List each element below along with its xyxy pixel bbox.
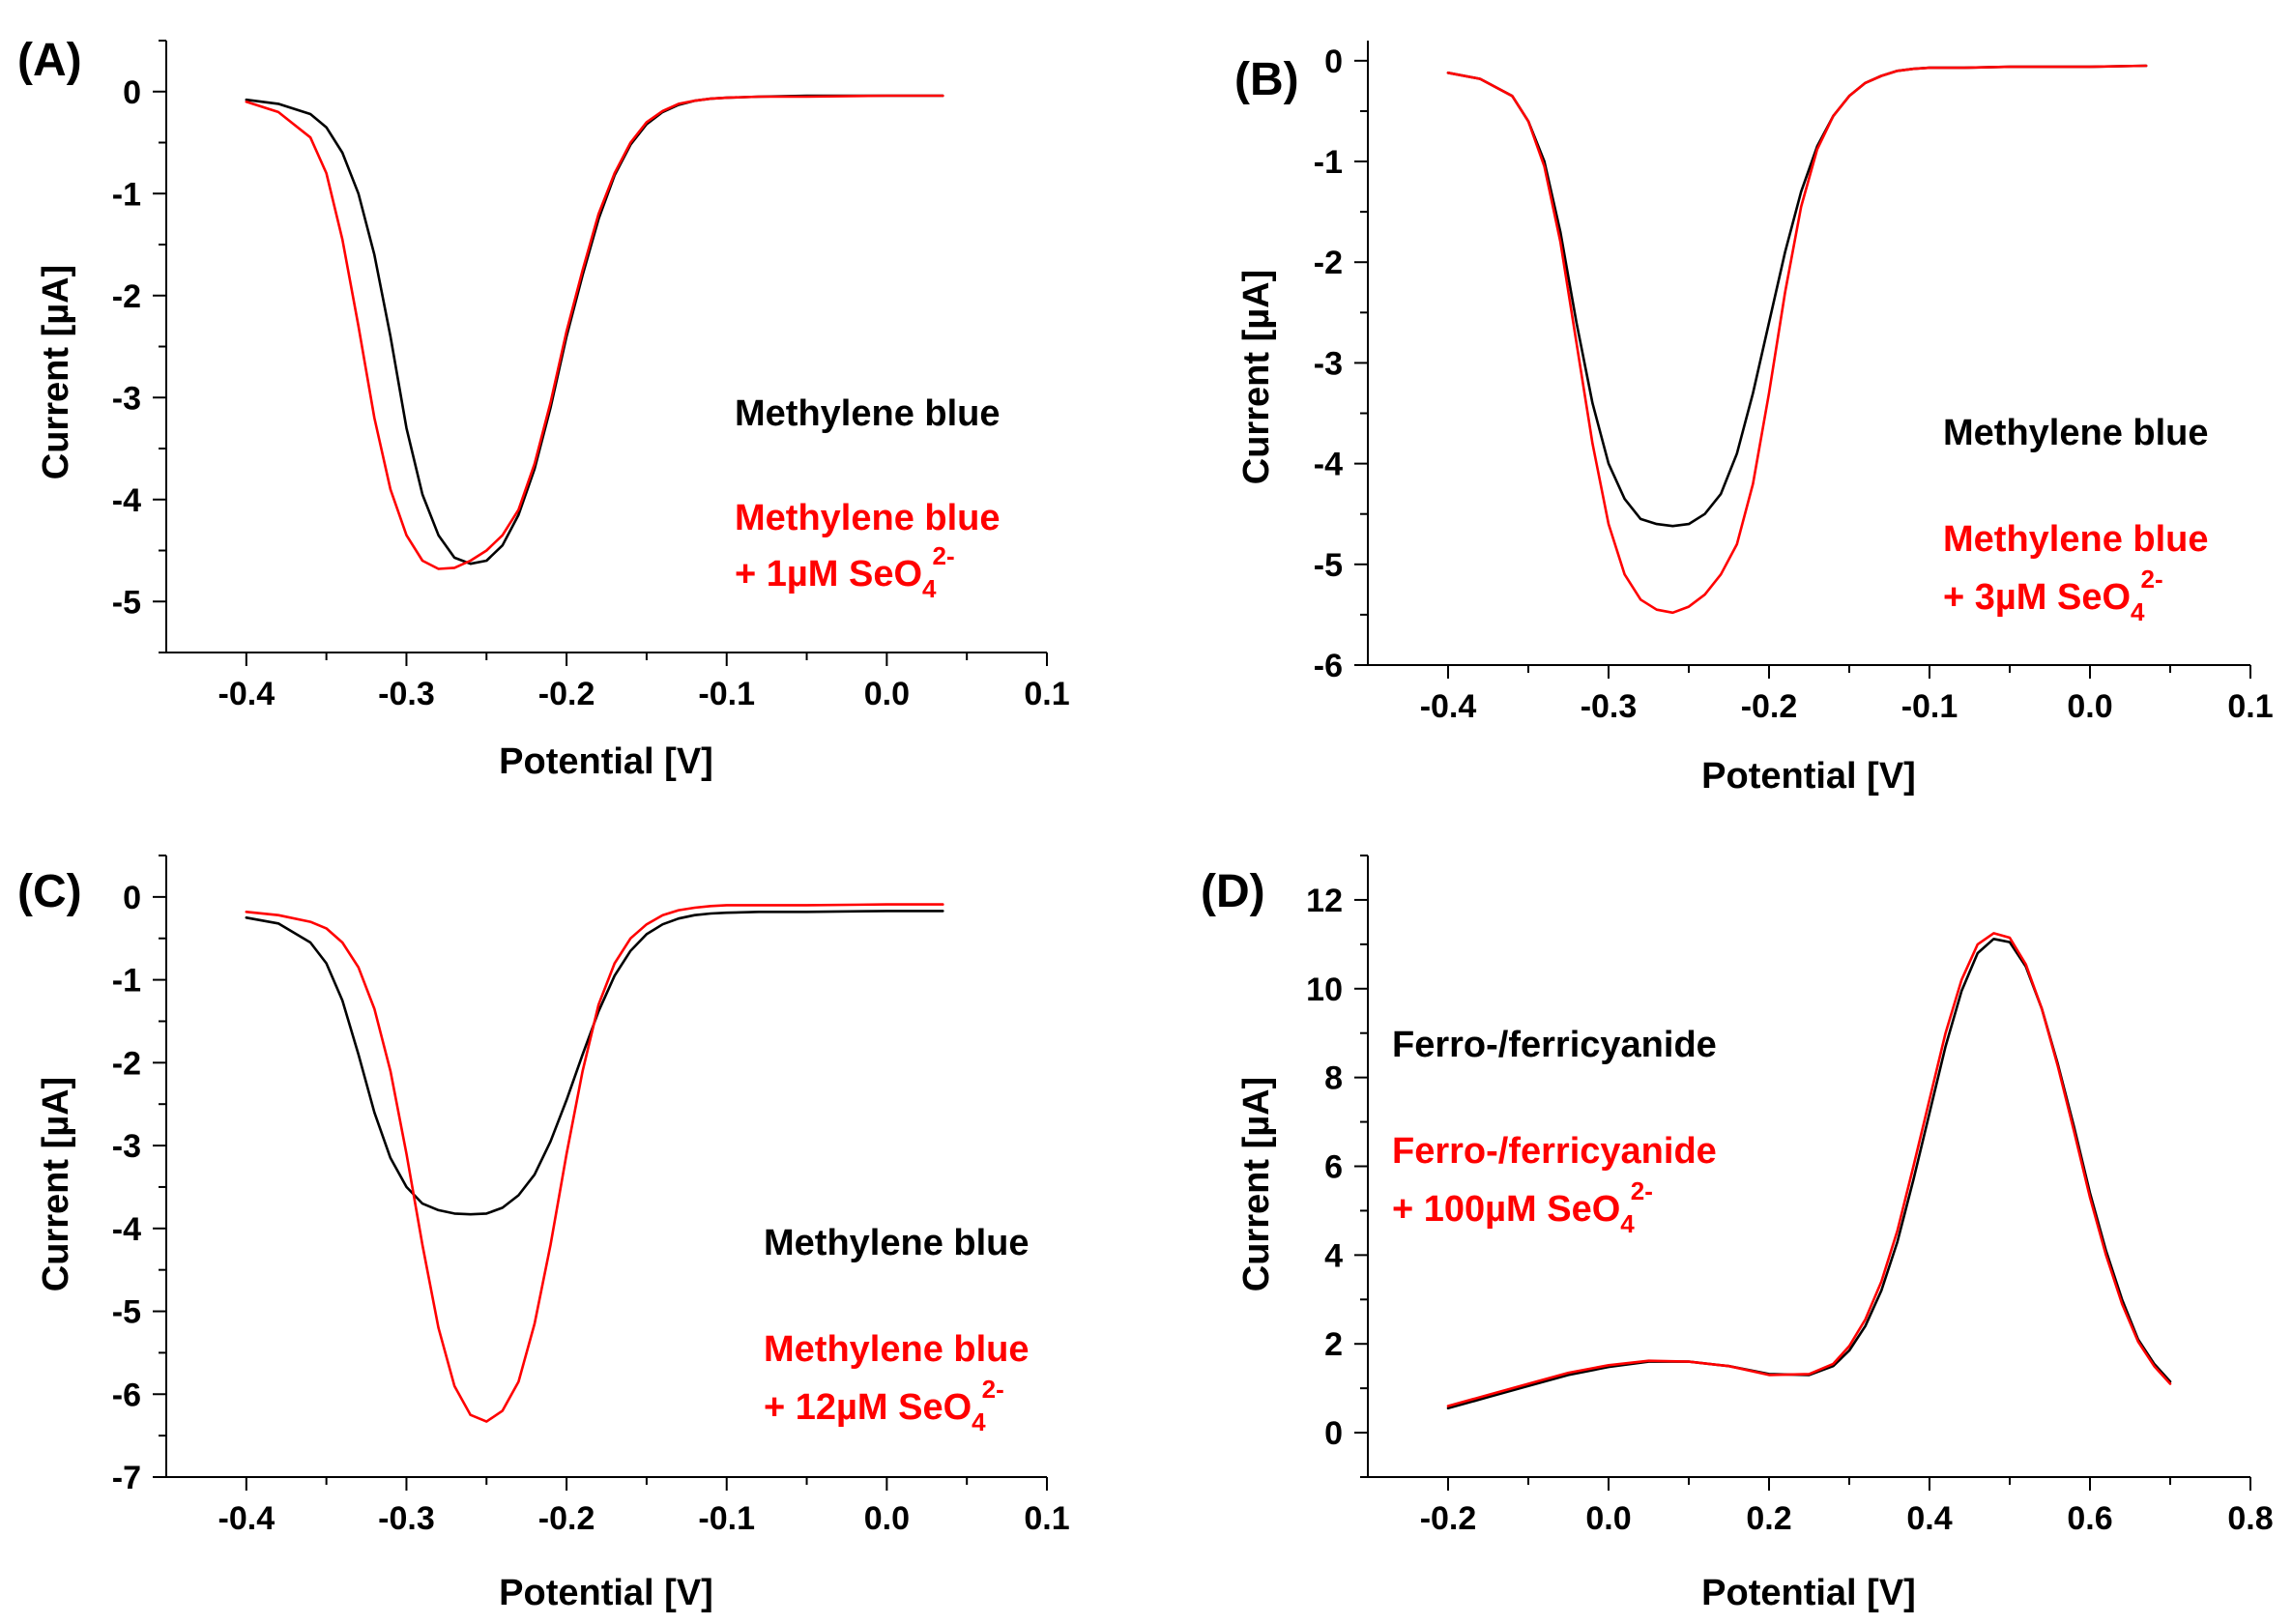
y-tick-label: -1	[1314, 144, 1343, 181]
y-tick-label: -6	[1314, 648, 1343, 684]
y-tick-label: -3	[112, 380, 141, 417]
y-tick-label: 2	[1324, 1326, 1343, 1363]
annotation-text: Ferro-/ferricyanide	[1392, 1131, 1717, 1172]
y-axis-label: Current [µA]	[1236, 1077, 1277, 1291]
panel-label: (D)	[1201, 866, 1265, 917]
y-tick-label: 0	[1324, 44, 1343, 80]
y-tick-label: -4	[112, 1211, 141, 1248]
x-axis-label: Potential [V]	[1701, 756, 1916, 797]
panel-label: (A)	[17, 35, 82, 86]
y-axis-label: Current [µA]	[1236, 270, 1277, 484]
y-tick-label: -2	[1314, 245, 1343, 281]
chart-panel-b: -0.4 -0.3 -0.2 -0.1 0.0 0.1 0 -1 -2 -3 -4 -5 -6 Poten…	[1234, 41, 2274, 797]
x-axis-label: Potential [V]	[499, 1573, 713, 1613]
x-tick-label: -0.2	[538, 1500, 595, 1537]
annotation-text: Methylene blue	[764, 1329, 1030, 1370]
x-tick-label: 0.1	[2227, 688, 2273, 725]
series-line-1	[245, 910, 944, 1216]
x-tick-label: 0.0	[864, 676, 910, 712]
x-tick-label: 0.0	[1585, 1500, 1631, 1537]
y-tick-label: 4	[1324, 1237, 1343, 1274]
annotation-text: + 3µM SeO42-	[1943, 565, 2163, 626]
series-line-2	[245, 903, 944, 1423]
chart-panel-d: -0.2 0.0 0.2 0.4 0.6 0.8 0 2 4 6 8 10 12 Potential [V…	[1201, 855, 2274, 1613]
series-line-2	[1446, 932, 2172, 1407]
panel-label: (C)	[17, 866, 82, 917]
y-tick-label: 6	[1324, 1149, 1343, 1186]
y-tick-label: -7	[112, 1460, 141, 1496]
annotation-text: Methylene blue	[1943, 413, 2209, 453]
y-tick-label: -5	[1314, 547, 1343, 584]
y-tick-label: -1	[112, 176, 141, 213]
x-tick-label: -0.3	[378, 1500, 435, 1537]
annotation-text: Methylene blue	[764, 1223, 1030, 1263]
y-tick-label: -5	[112, 1294, 141, 1331]
y-tick-label: 12	[1306, 883, 1343, 919]
y-tick-label: 0	[123, 74, 141, 111]
x-tick-label: -0.1	[1901, 688, 1958, 725]
y-tick-label: -6	[112, 1377, 141, 1413]
series-line-2	[1446, 64, 2148, 615]
y-tick-label: -4	[112, 482, 141, 519]
y-tick-label: -2	[112, 1045, 141, 1082]
panel-label: (B)	[1234, 54, 1299, 105]
x-tick-label: -0.4	[218, 1500, 276, 1537]
y-axis-label: Current [µA]	[36, 265, 76, 479]
y-tick-label: -5	[112, 584, 141, 621]
x-tick-label: -0.2	[1420, 1500, 1477, 1537]
series-line-1	[1446, 64, 2148, 528]
x-tick-label: 0.6	[2067, 1500, 2112, 1537]
annotation-text: + 1µM SeO42-	[735, 541, 955, 603]
x-tick-label: 0.4	[1906, 1500, 1952, 1537]
x-tick-label: -0.3	[378, 676, 435, 712]
x-tick-label: 0.2	[1746, 1500, 1791, 1537]
x-tick-label: -0.1	[698, 676, 755, 712]
annotation-text: + 12µM SeO42-	[764, 1375, 1004, 1436]
x-tick-label: 0.1	[1024, 676, 1069, 712]
x-axis-label: Potential [V]	[1701, 1573, 1916, 1613]
y-tick-label: 0	[1324, 1415, 1343, 1452]
x-tick-label: -0.4	[218, 676, 276, 712]
annotation-text: + 100µM SeO42-	[1392, 1176, 1653, 1238]
y-tick-label: -3	[1314, 345, 1343, 382]
x-tick-label: -0.3	[1581, 688, 1638, 725]
series-line-1	[1446, 938, 2172, 1410]
y-tick-label: -2	[112, 278, 141, 315]
x-tick-label: 0.0	[864, 1500, 910, 1537]
y-tick-label: 0	[123, 880, 141, 916]
chart-panel-a: -0.4 -0.3 -0.2 -0.1 0.0 0.1 0 -1 -2 -3 -4 -5 Potenti…	[17, 35, 1070, 782]
y-tick-label: -3	[112, 1128, 141, 1165]
series-line-1	[245, 94, 944, 566]
y-tick-label: -4	[1314, 447, 1343, 483]
series-line-2	[245, 94, 944, 570]
annotation-text: Methylene blue	[735, 498, 1001, 538]
x-tick-label: 0.1	[1024, 1500, 1069, 1537]
y-tick-label: -1	[112, 963, 141, 1000]
y-axis-label: Current [µA]	[36, 1077, 76, 1291]
x-tick-label: -0.4	[1420, 688, 1477, 725]
x-tick-label: 0.0	[2067, 688, 2112, 725]
y-tick-label: 8	[1324, 1060, 1343, 1097]
annotation-text: Methylene blue	[735, 393, 1001, 434]
x-axis-label: Potential [V]	[499, 741, 713, 782]
y-tick-label: 10	[1306, 972, 1343, 1008]
annotation-text: Ferro-/ferricyanide	[1392, 1025, 1717, 1065]
annotation-text: Methylene blue	[1943, 519, 2209, 560]
chart-panel-c: -0.4 -0.3 -0.2 -0.1 0.0 0.1 0 -1 -2 -3 -4 -5 -6 -7 Pot…	[17, 855, 1070, 1613]
x-tick-label: -0.1	[698, 1500, 755, 1537]
x-tick-label: -0.2	[1741, 688, 1798, 725]
x-tick-label: -0.2	[538, 676, 595, 712]
x-tick-label: 0.8	[2227, 1500, 2273, 1537]
